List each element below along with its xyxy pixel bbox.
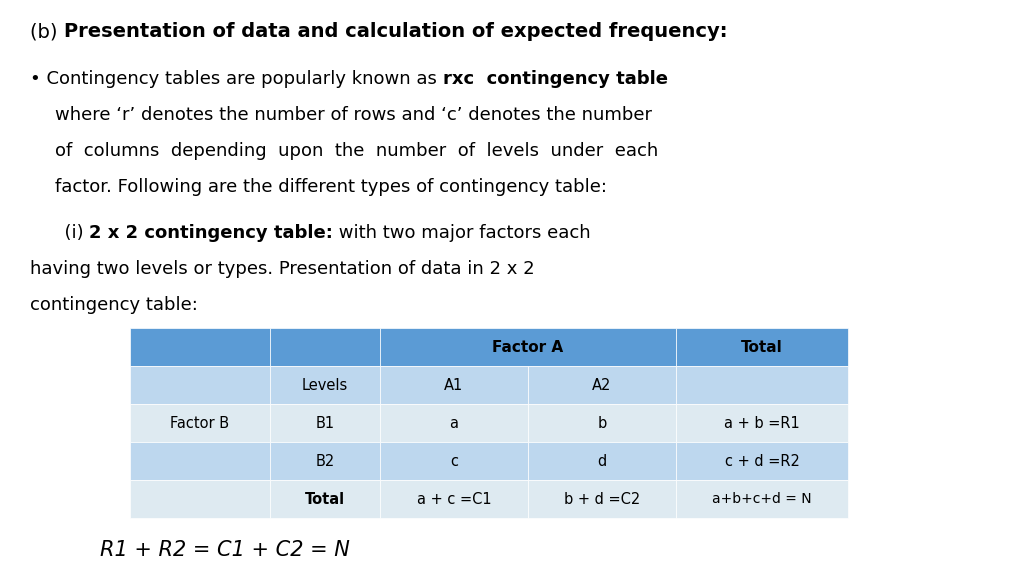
Text: Presentation of data and calculation of expected frequency:: Presentation of data and calculation of … xyxy=(63,22,727,41)
Bar xyxy=(380,442,528,480)
Text: c: c xyxy=(450,453,458,468)
Text: Levels: Levels xyxy=(302,377,348,392)
Text: of  columns  depending  upon  the  number  of  levels  under  each: of columns depending upon the number of … xyxy=(55,142,658,160)
Text: A1: A1 xyxy=(444,377,464,392)
Bar xyxy=(528,442,676,480)
Text: b: b xyxy=(597,415,606,430)
Text: a: a xyxy=(450,415,459,430)
Text: rxc  contingency table: rxc contingency table xyxy=(442,70,668,88)
Bar xyxy=(270,404,380,442)
Text: a + c =C1: a + c =C1 xyxy=(417,491,492,506)
Bar xyxy=(130,480,270,518)
Text: (b): (b) xyxy=(30,22,63,41)
Text: (i): (i) xyxy=(30,224,89,242)
Text: 2 x 2 contingency table:: 2 x 2 contingency table: xyxy=(89,224,333,242)
Bar xyxy=(528,366,676,404)
Bar xyxy=(380,328,676,366)
Text: • Contingency tables are popularly known as: • Contingency tables are popularly known… xyxy=(30,70,442,88)
Text: A2: A2 xyxy=(592,377,611,392)
Bar xyxy=(676,328,848,366)
Text: R1 + R2 = C1 + C2 = N: R1 + R2 = C1 + C2 = N xyxy=(100,540,350,560)
Text: b + d =C2: b + d =C2 xyxy=(564,491,640,506)
Bar xyxy=(270,366,380,404)
Text: Factor A: Factor A xyxy=(493,339,563,354)
Text: B1: B1 xyxy=(315,415,335,430)
Bar xyxy=(380,366,528,404)
Bar xyxy=(270,328,380,366)
Text: c + d =R2: c + d =R2 xyxy=(725,453,800,468)
Text: where ‘r’ denotes the number of rows and ‘c’ denotes the number: where ‘r’ denotes the number of rows and… xyxy=(55,106,652,124)
Bar xyxy=(130,366,270,404)
Bar xyxy=(130,328,270,366)
Bar xyxy=(676,442,848,480)
Bar xyxy=(270,442,380,480)
Text: a + b =R1: a + b =R1 xyxy=(724,415,800,430)
Text: Factor B: Factor B xyxy=(170,415,229,430)
Bar xyxy=(270,480,380,518)
Bar xyxy=(528,480,676,518)
Text: factor. Following are the different types of contingency table:: factor. Following are the different type… xyxy=(55,178,607,196)
Text: Total: Total xyxy=(741,339,783,354)
Text: a+b+c+d = N: a+b+c+d = N xyxy=(712,492,812,506)
Text: contingency table:: contingency table: xyxy=(30,296,198,314)
Bar xyxy=(676,404,848,442)
Bar xyxy=(676,366,848,404)
Text: d: d xyxy=(597,453,606,468)
Bar xyxy=(676,480,848,518)
Text: having two levels or types. Presentation of data in 2 x 2: having two levels or types. Presentation… xyxy=(30,260,535,278)
Bar xyxy=(130,404,270,442)
Bar xyxy=(380,480,528,518)
Text: B2: B2 xyxy=(315,453,335,468)
Bar xyxy=(380,404,528,442)
Bar xyxy=(130,442,270,480)
Text: with two major factors each: with two major factors each xyxy=(333,224,591,242)
Text: Total: Total xyxy=(305,491,345,506)
Bar xyxy=(528,404,676,442)
